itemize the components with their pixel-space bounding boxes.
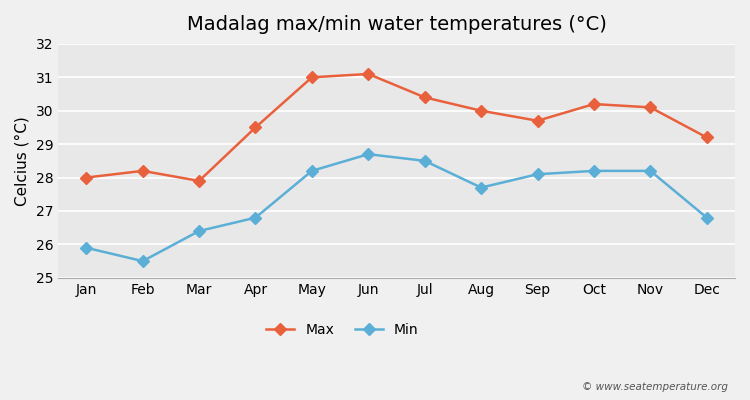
Min bbox=[194, 229, 203, 234]
Max bbox=[590, 102, 598, 106]
Max bbox=[82, 175, 91, 180]
Min bbox=[138, 259, 147, 264]
Line: Min: Min bbox=[82, 150, 711, 265]
Min bbox=[533, 172, 542, 177]
Max bbox=[364, 72, 373, 76]
Min bbox=[308, 168, 316, 173]
Min bbox=[420, 158, 429, 163]
Min bbox=[477, 185, 486, 190]
Min bbox=[590, 168, 598, 173]
Max bbox=[646, 105, 655, 110]
Max bbox=[138, 168, 147, 173]
Min bbox=[702, 215, 711, 220]
Max bbox=[251, 125, 260, 130]
Max bbox=[308, 75, 316, 80]
Text: © www.seatemperature.org: © www.seatemperature.org bbox=[581, 382, 728, 392]
Max bbox=[194, 178, 203, 183]
Legend: Max, Min: Max, Min bbox=[261, 318, 424, 343]
Max bbox=[420, 95, 429, 100]
Min bbox=[251, 215, 260, 220]
Min bbox=[646, 168, 655, 173]
Max bbox=[702, 135, 711, 140]
Min bbox=[364, 152, 373, 156]
Line: Max: Max bbox=[82, 70, 711, 185]
Y-axis label: Celcius (°C): Celcius (°C) bbox=[15, 116, 30, 206]
Max bbox=[533, 118, 542, 123]
Max bbox=[477, 108, 486, 113]
Min bbox=[82, 245, 91, 250]
Title: Madalag max/min water temperatures (°C): Madalag max/min water temperatures (°C) bbox=[187, 15, 607, 34]
